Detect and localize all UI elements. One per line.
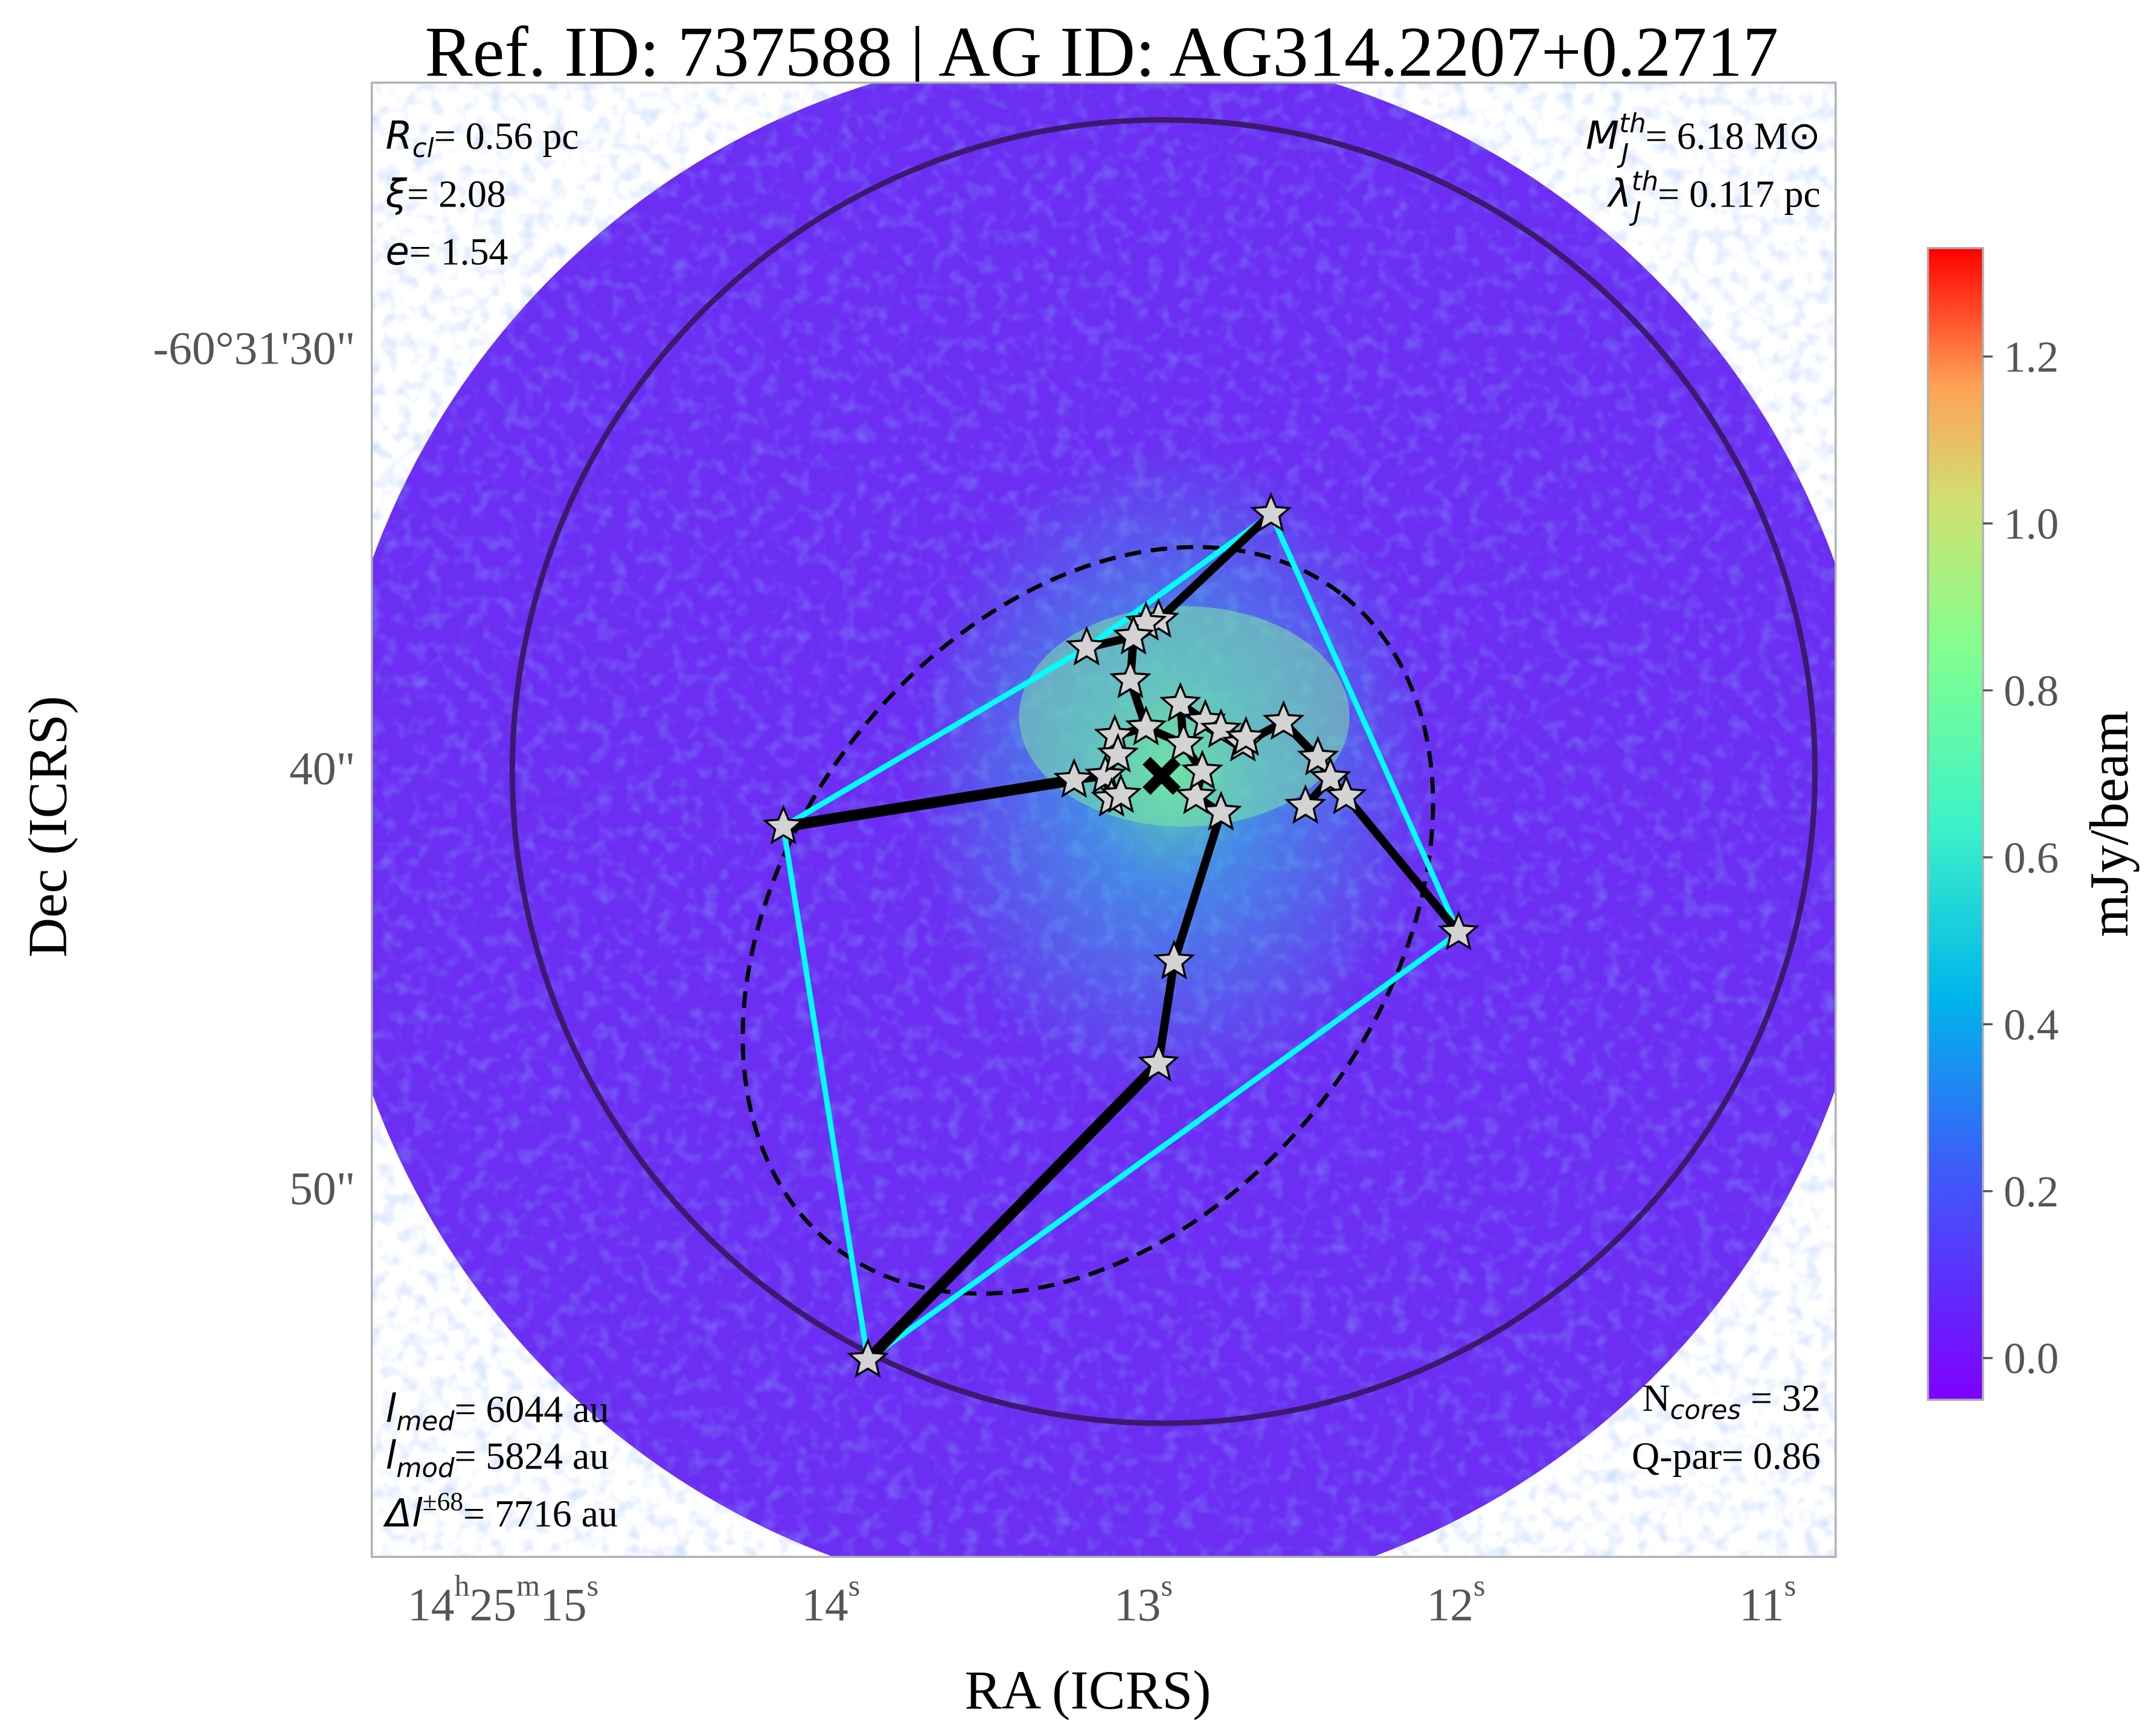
ann-rcl: Rcl= 0.56 pc (386, 114, 579, 164)
core-star (1112, 614, 1155, 655)
core-star (1225, 716, 1267, 756)
core-star (1109, 658, 1152, 699)
core-star (1437, 911, 1479, 950)
y-tick-50: 50" (289, 1162, 355, 1214)
x-ticks: 14h25m15s 14s 13s 12s 11s (408, 1568, 1796, 1630)
core-star (1309, 756, 1351, 796)
core-star (1250, 492, 1292, 532)
mst-edge (1154, 510, 1275, 624)
y-tick-40: 40" (289, 742, 355, 794)
colorbar-tick-label: 0.2 (2004, 1167, 2059, 1216)
convex-hull (780, 510, 1463, 1365)
colorbar-label: mJy/beam (2079, 711, 2140, 937)
ann-lambdaj: λth J = 0.117 pc (1607, 167, 1821, 227)
core-star (1181, 749, 1223, 790)
ann-dl: Δl±68= 7716 au (383, 1487, 618, 1536)
core-star (1325, 774, 1367, 815)
core-star (1137, 1042, 1180, 1082)
plot-frame (371, 82, 1837, 1558)
ann-lmod: lmod= 5824 au (386, 1433, 609, 1484)
core-star (1084, 754, 1127, 794)
core-star (1262, 700, 1305, 740)
y-tick-30: -60°31'30" (153, 322, 355, 374)
core-star (1175, 774, 1217, 815)
mst-edge (778, 774, 1080, 833)
colorbar-tick-label: 0.6 (2004, 833, 2059, 882)
core-star (1065, 626, 1108, 666)
ann-qpar: Q-par= 0.86 (1632, 1434, 1821, 1477)
core-star (1100, 773, 1142, 813)
mst-edge (1342, 792, 1463, 937)
ann-lmed: lmed= 6044 au (386, 1387, 609, 1437)
image-map (371, 82, 1836, 1557)
x-tick-11: 11s (1739, 1568, 1796, 1630)
mst-edge (1154, 957, 1179, 1068)
core-star (1284, 784, 1327, 824)
cores (762, 492, 1479, 1378)
colorbar (1926, 247, 1984, 1401)
mst-edge (1170, 809, 1225, 966)
core-star (1162, 722, 1205, 762)
colorbar-tick-label: 0.8 (2004, 666, 2059, 715)
x-tick-12: 12s (1427, 1568, 1486, 1630)
ann-mj: Mth J = 6.18 M⊙ (1586, 109, 1821, 169)
y-axis-label: Dec (ICRS) (17, 696, 78, 957)
mst-edge (862, 1058, 1164, 1366)
core-star (1200, 790, 1242, 831)
chart-title: Ref. ID: 737588 | AG ID: AG314.2207+0.27… (425, 11, 1778, 91)
x-tick-13: 13s (1114, 1568, 1173, 1630)
colorbar-tick-label: 0.0 (2004, 1334, 2059, 1383)
x-tick-14: 14s (801, 1568, 860, 1630)
core-star (762, 804, 804, 845)
core-star (847, 1337, 889, 1378)
core-star (1097, 732, 1139, 773)
x-tick-15: 14h25m15s (408, 1568, 598, 1630)
hull-polygon (780, 510, 1463, 1365)
colorbar-tick-label: 1.2 (2004, 332, 2059, 381)
center-x-icon (1143, 757, 1181, 795)
cluster-circle (509, 117, 1818, 1426)
core-star (1159, 682, 1202, 722)
fit-ellipse (740, 545, 1435, 1296)
center-marker (1143, 757, 1181, 795)
colorbar-tick-label: 1.0 (2004, 499, 2059, 548)
annotations: Rcl= 0.56 pc ξ= 2.08 e= 1.54 Mth J = 6.18 … (383, 109, 1821, 1536)
core-star (1153, 940, 1195, 979)
x-axis-label: RA (ICRS) (965, 1659, 1211, 1720)
y-ticks: -60°31'30" 40" 50" (153, 322, 355, 1214)
ann-ncores: Ncores = 32 (1642, 1376, 1820, 1426)
core-star (1125, 705, 1167, 746)
core-star (1053, 758, 1095, 798)
colorbar-ticks: 0.0 0.2 0.4 0.6 0.8 1.0 1.2 (1983, 332, 2059, 1383)
ann-xi: ξ= 2.08 (385, 171, 506, 216)
ann-e: e= 1.54 (386, 229, 508, 274)
colorbar-tick-label: 0.4 (2004, 1000, 2059, 1049)
